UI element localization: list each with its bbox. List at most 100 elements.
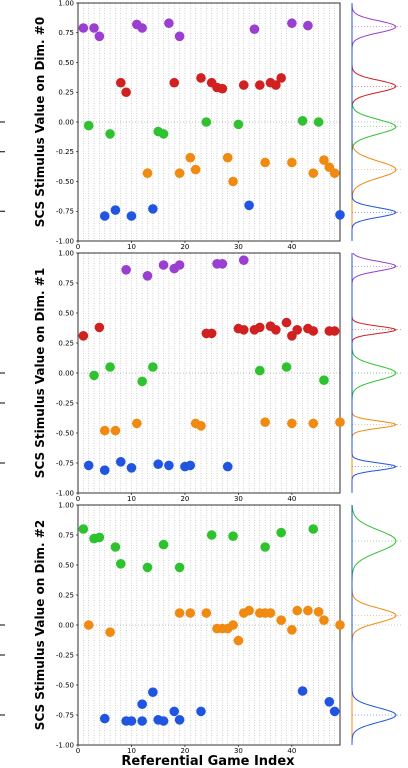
data-point-purple — [78, 23, 89, 33]
data-point-orange — [190, 164, 201, 175]
data-point-blue — [99, 465, 110, 476]
data-point-green — [254, 365, 265, 376]
data-point-purple — [217, 259, 228, 269]
data-point-orange — [329, 168, 340, 178]
data-point-green — [276, 527, 286, 538]
data-point-orange — [335, 417, 345, 428]
x-axis-label: Referential Game Index — [121, 754, 295, 768]
density-curve-blue — [351, 505, 397, 745]
data-point-blue — [126, 211, 137, 221]
panel-1: 1.00 0.75 0.50 0.25 0.00 -0.25 -0.50 -0.75 -1.00… — [0, 249, 402, 503]
y-axis-label: SCS Stimulus Value on Dim. #2 — [33, 520, 47, 730]
data-point-purple — [94, 31, 105, 42]
data-point-orange — [132, 418, 142, 429]
data-point-blue — [99, 211, 110, 221]
data-point-purple — [158, 260, 169, 270]
data-point-green — [206, 530, 217, 540]
density-panel — [351, 3, 402, 241]
y-tick-label: 0.25 — [58, 339, 74, 347]
data-point-red — [238, 325, 249, 335]
data-point-purple — [174, 260, 185, 270]
y-tick-label: -0.25 — [56, 148, 74, 156]
data-point-green — [201, 117, 212, 127]
x-tick-label: 0 — [76, 243, 80, 251]
data-point-green — [105, 362, 115, 372]
y-tick-label: 0.00 — [58, 621, 74, 629]
data-point-blue — [126, 463, 137, 473]
data-point-orange — [287, 157, 297, 168]
data-point-green — [260, 542, 270, 552]
data-point-orange — [174, 168, 185, 178]
y-tick-label: 1.00 — [58, 249, 74, 257]
y-tick-label: 0.25 — [58, 89, 74, 97]
data-point-orange — [196, 421, 206, 431]
density-panel — [351, 505, 402, 745]
x-tick-label: 20 — [180, 243, 189, 251]
data-point-purple — [89, 23, 99, 33]
y-axis-label: SCS Stimulus Value on Dim. #1 — [33, 268, 47, 478]
data-point-orange — [110, 425, 121, 436]
data-point-orange — [83, 620, 94, 630]
data-point-red — [78, 331, 89, 341]
data-point-blue — [169, 706, 180, 717]
data-point-blue — [110, 205, 121, 215]
y-tick-label: 0.00 — [58, 118, 74, 126]
y-tick-label: 0.50 — [58, 309, 74, 317]
data-point-purple — [249, 24, 260, 34]
data-point-orange — [99, 425, 110, 436]
panel-2: 1.00 0.75 0.50 0.25 0.00 -0.25 -0.50 -0.75 -1.00… — [0, 501, 402, 755]
x-tick-label: 30 — [234, 243, 243, 251]
data-point-orange — [185, 608, 196, 618]
data-point-orange — [142, 168, 153, 178]
data-point-orange — [313, 607, 324, 617]
data-point-orange — [185, 152, 196, 163]
data-point-orange — [233, 635, 244, 646]
data-point-red — [281, 317, 292, 328]
data-point-blue — [158, 716, 169, 726]
data-point-blue — [329, 706, 340, 717]
data-point-green — [110, 542, 121, 552]
data-point-orange — [308, 418, 319, 429]
data-point-blue — [222, 461, 233, 472]
data-point-orange — [105, 627, 115, 637]
data-point-red — [329, 326, 340, 336]
y-tick-label: 1.00 — [58, 501, 74, 509]
x-tick-label: 10 — [127, 495, 136, 503]
data-point-blue — [335, 210, 345, 220]
y-tick-label: -0.50 — [56, 681, 74, 689]
data-point-red — [217, 83, 228, 94]
y-tick-label: 0.00 — [58, 369, 74, 377]
data-point-purple — [121, 265, 131, 275]
data-point-blue — [115, 457, 126, 467]
y-tick-label: 0.75 — [58, 531, 74, 539]
y-tick-label: 0.50 — [58, 561, 74, 569]
data-point-red — [254, 322, 265, 333]
data-point-red — [115, 77, 126, 88]
data-point-green — [115, 559, 126, 569]
x-tick-label: 10 — [127, 243, 136, 251]
y-tick-label: -1.00 — [56, 489, 74, 497]
data-point-orange — [201, 608, 212, 618]
data-point-purple — [303, 20, 313, 31]
data-point-blue — [153, 459, 164, 470]
y-tick-label: 0.50 — [58, 59, 74, 67]
density-curve-blue — [351, 3, 397, 241]
y-tick-label: -1.00 — [56, 237, 74, 245]
x-tick-label: 0 — [76, 495, 80, 503]
data-point-orange — [319, 615, 329, 625]
data-point-orange — [292, 605, 303, 616]
data-point-green — [89, 370, 99, 381]
x-tick-label: 20 — [180, 747, 189, 755]
data-point-green — [142, 562, 153, 573]
data-point-red — [308, 326, 319, 336]
data-point-orange — [319, 155, 329, 165]
data-point-blue — [148, 687, 158, 697]
data-point-purple — [287, 18, 297, 29]
data-point-orange — [276, 615, 286, 625]
x-tick-label: 20 — [180, 495, 189, 503]
x-tick-label: 40 — [287, 495, 296, 503]
data-point-green — [281, 362, 292, 372]
data-point-orange — [303, 605, 313, 616]
data-point-green — [233, 119, 244, 130]
data-point-blue — [137, 716, 147, 726]
